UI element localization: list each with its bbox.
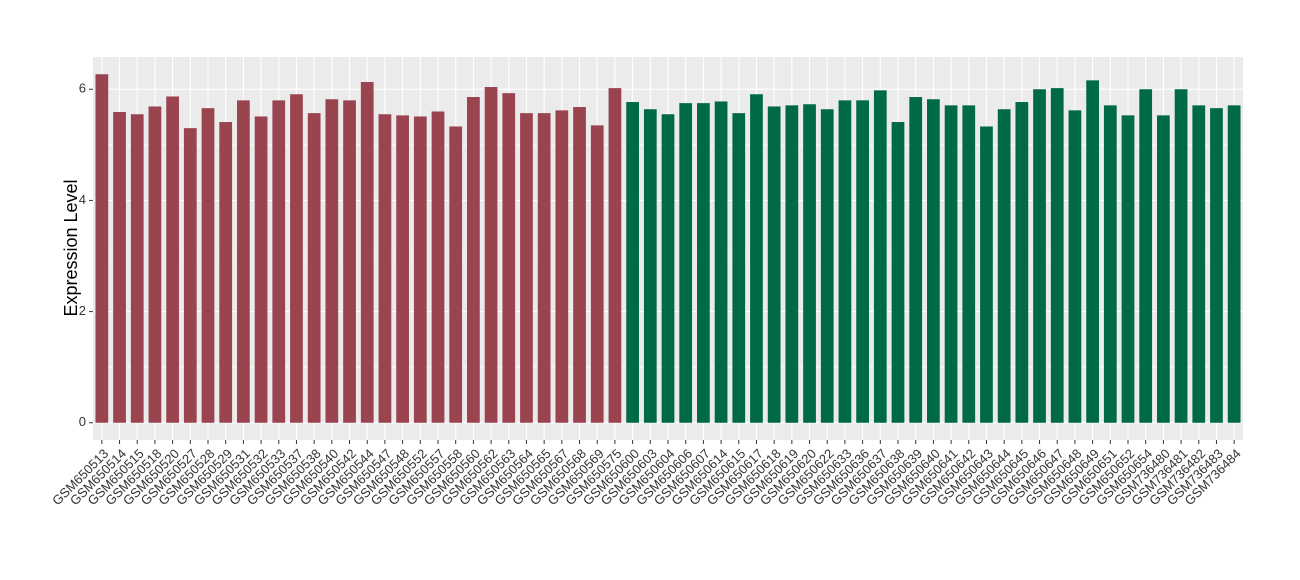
bar (502, 93, 516, 423)
bar (909, 97, 923, 423)
bar (573, 107, 586, 423)
bar (555, 110, 569, 423)
bar (272, 100, 286, 423)
bar (290, 94, 303, 423)
bar (449, 126, 463, 423)
bar (944, 105, 958, 423)
bar (148, 106, 162, 423)
bar (679, 103, 693, 423)
bar (1157, 115, 1170, 423)
y-tick-label: 6 (79, 81, 86, 96)
bar (254, 116, 268, 423)
bar (484, 87, 498, 423)
bar (343, 100, 356, 423)
bar (714, 101, 728, 423)
bar (661, 114, 675, 423)
bar (307, 113, 321, 423)
bar (166, 96, 179, 423)
bar (750, 94, 763, 423)
y-axis-label: Expression Level (61, 179, 81, 316)
bar (1210, 108, 1223, 423)
bar (767, 106, 781, 423)
bar (360, 82, 374, 423)
bar (431, 111, 445, 423)
bar (113, 112, 126, 423)
bar (891, 122, 905, 423)
bar (219, 122, 233, 423)
bar (697, 103, 710, 423)
bar (325, 99, 339, 423)
bar (1121, 115, 1135, 423)
bar (1033, 89, 1046, 423)
bar (1139, 89, 1153, 423)
y-tick-label: 2 (79, 303, 86, 318)
bar (378, 114, 392, 423)
bar (1174, 89, 1188, 423)
bar (590, 125, 604, 423)
bar (1227, 105, 1241, 423)
bar (873, 90, 887, 423)
bar (626, 102, 639, 423)
bar (803, 104, 816, 423)
bar (1103, 105, 1117, 423)
bar (396, 115, 409, 423)
bar (732, 113, 746, 423)
bar (237, 100, 250, 423)
bar (838, 100, 852, 423)
bar (1192, 105, 1206, 423)
bar (183, 128, 197, 423)
bar (1015, 102, 1029, 423)
y-tick-label: 0 (79, 414, 86, 429)
bar (520, 113, 533, 423)
bar (130, 114, 144, 423)
bar (1050, 88, 1064, 423)
bar (962, 105, 976, 423)
bar (1086, 80, 1099, 423)
bar (997, 109, 1011, 423)
bar (467, 97, 480, 423)
bar (95, 74, 109, 423)
bar (980, 126, 993, 423)
bar (643, 109, 657, 423)
bar (856, 100, 869, 423)
bar (1068, 110, 1082, 423)
bar (201, 108, 215, 423)
bar (537, 113, 551, 423)
bar (785, 105, 799, 423)
bar (608, 88, 622, 423)
bar (927, 99, 940, 423)
y-tick-label: 4 (79, 192, 86, 207)
bar (413, 116, 427, 423)
bar (820, 109, 834, 423)
